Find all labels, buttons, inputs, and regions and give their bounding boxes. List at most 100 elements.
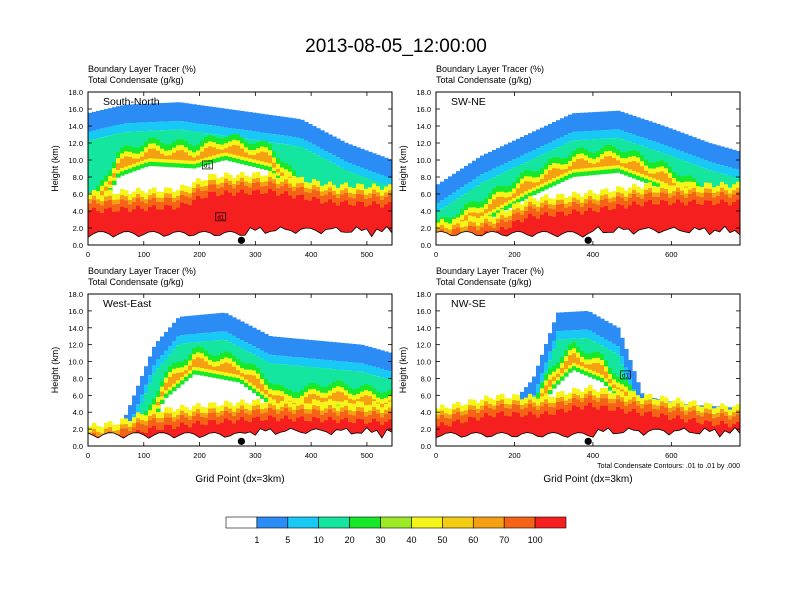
location-marker: [584, 236, 592, 244]
y-tick-label: 10.0: [416, 358, 431, 367]
colorbar-swatch: [349, 516, 381, 529]
box-marker: [215, 212, 227, 222]
y-tick-label: 16.0: [416, 307, 431, 316]
colorbar-swatch: [503, 516, 536, 529]
plot-frame: [435, 293, 741, 447]
y-tick-label: 0.0: [421, 442, 431, 451]
panel-title-2: Total Condensate (g/kg): [436, 277, 532, 287]
x-axis-label: Grid Point (dx=3km): [543, 474, 632, 485]
panel-nw-se: Boundary Layer Tracer (%)Total Condensat…: [398, 266, 741, 485]
x-tick-label: 0: [86, 250, 90, 259]
figure-title: 2013-08-05_12:00:00: [305, 36, 487, 57]
box-marker: [620, 370, 631, 380]
y-tick-label: 14.0: [68, 122, 83, 131]
colorbar-label: 40: [406, 535, 416, 545]
colorbar-label: 100: [528, 535, 543, 545]
colorbar: 1 5 10 20 30 40 50 60 70 100: [225, 516, 567, 545]
y-tick-label: 12.0: [68, 139, 83, 148]
y-tick-label: 16.0: [68, 105, 83, 114]
colorbar-swatch: [225, 516, 258, 529]
colorbar-swatch: [442, 516, 474, 529]
footnote: Total Condensate Contours: .01 to .01 by…: [597, 463, 740, 470]
x-tick-label: 400: [587, 451, 600, 460]
y-tick-label: 6.0: [73, 190, 83, 199]
colorbar-swatch: [380, 516, 412, 529]
panel-west-east: Boundary Layer Tracer (%)Total Condensat…: [50, 266, 393, 485]
y-tick-label: 2.0: [73, 224, 83, 233]
panel-label: West-East: [103, 298, 151, 310]
panel-title-2: Total Condensate (g/kg): [88, 75, 184, 85]
panel-title-2: Total Condensate (g/kg): [88, 277, 184, 287]
colorbar-label: 1: [254, 535, 259, 545]
y-tick-label: 6.0: [421, 391, 431, 400]
box-label: d1: [204, 163, 211, 169]
colorbar-label: 5: [285, 535, 290, 545]
plot-frame: [87, 91, 393, 246]
colorbar-label: 30: [376, 535, 386, 545]
panel-label: SW-NE: [451, 96, 486, 108]
y-tick-label: 12.0: [416, 139, 431, 148]
location-marker: [237, 437, 245, 445]
y-tick-label: 2.0: [421, 425, 431, 434]
panel-title-1: Boundary Layer Tracer (%): [436, 266, 544, 276]
terrain: [436, 225, 740, 245]
y-tick-label: 4.0: [73, 207, 83, 216]
tracer-field: [436, 110, 740, 245]
tracer-field: [88, 312, 392, 446]
x-tick-label: 500: [361, 250, 374, 259]
y-axis-label: Height (km): [50, 145, 60, 192]
y-tick-label: 0.0: [73, 241, 83, 250]
y-tick-label: 8.0: [73, 374, 83, 383]
y-tick-label: 2.0: [73, 425, 83, 434]
tracer-field: [88, 102, 392, 245]
y-tick-label: 16.0: [416, 105, 431, 114]
y-tick-label: 4.0: [421, 408, 431, 417]
terrain: [88, 225, 392, 245]
colorbar-swatch: [287, 516, 320, 529]
y-tick-label: 14.0: [416, 122, 431, 131]
x-tick-label: 300: [249, 250, 262, 259]
plot-frame: [435, 91, 741, 246]
x-tick-label: 0: [434, 250, 438, 259]
panel-title-1: Boundary Layer Tracer (%): [436, 64, 544, 74]
x-tick-label: 400: [305, 250, 318, 259]
x-tick-label: 400: [305, 451, 318, 460]
panel-label: South-North: [103, 96, 160, 108]
x-tick-label: 600: [665, 250, 678, 259]
y-tick-label: 10.0: [68, 156, 83, 165]
y-tick-label: 10.0: [68, 358, 83, 367]
y-tick-label: 4.0: [73, 408, 83, 417]
box-marker: [202, 160, 213, 170]
colorbar-label: 60: [468, 535, 478, 545]
panel-title-1: Boundary Layer Tracer (%): [88, 266, 196, 276]
x-tick-label: 500: [361, 451, 374, 460]
y-tick-label: 8.0: [421, 374, 431, 383]
colorbar-swatch: [318, 516, 350, 529]
y-tick-label: 12.0: [416, 341, 431, 350]
panel-sw-ne: Boundary Layer Tracer (%)Total Condensat…: [398, 64, 741, 259]
x-tick-label: 0: [86, 451, 90, 460]
y-tick-label: 18.0: [68, 290, 83, 299]
location-marker: [237, 236, 245, 244]
panel-south-north: Boundary Layer Tracer (%)Total Condensat…: [50, 64, 393, 259]
x-tick-label: 200: [508, 451, 521, 460]
colorbar-swatch: [472, 516, 505, 529]
y-axis-label: Height (km): [50, 347, 60, 394]
x-tick-label: 200: [193, 451, 206, 460]
colorbar-swatch: [256, 516, 289, 529]
y-tick-label: 0.0: [73, 442, 83, 451]
y-tick-label: 6.0: [421, 190, 431, 199]
terrain: [436, 426, 740, 446]
y-tick-label: 14.0: [68, 324, 83, 333]
colorbar-swatch: [534, 516, 567, 529]
x-tick-label: 600: [665, 451, 678, 460]
x-tick-label: 300: [249, 451, 262, 460]
box-label: d1: [217, 215, 224, 221]
location-marker: [584, 437, 592, 445]
tracer-field: [436, 311, 740, 446]
x-tick-label: 100: [138, 451, 151, 460]
x-tick-label: 200: [193, 250, 206, 259]
y-tick-label: 16.0: [68, 307, 83, 316]
panel-title-2: Total Condensate (g/kg): [436, 75, 532, 85]
